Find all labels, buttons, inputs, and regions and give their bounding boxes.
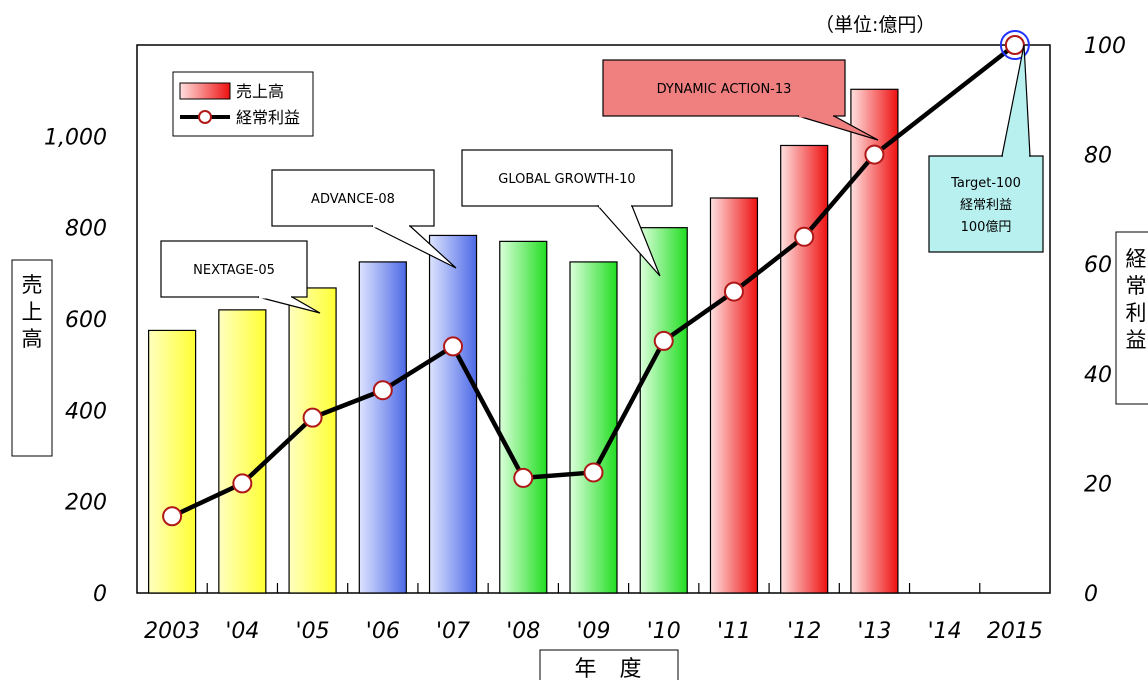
line-point-5 [513, 467, 534, 488]
x-tick-label: '07 [436, 619, 470, 644]
x-tick-label: '13 [857, 619, 891, 644]
y2-axis-title: 経常利益 [1115, 231, 1148, 405]
callout-text: ADVANCE-08 [311, 192, 395, 207]
x-tick-label: 2003 [144, 619, 200, 644]
y-tick-label: 600 [65, 308, 107, 333]
legend-line-marker [198, 110, 212, 124]
line-point-2 [302, 407, 323, 428]
y2-tick-label: 60 [1084, 253, 1112, 278]
y-tick-label: 1,000 [44, 125, 107, 150]
bar-0 [148, 329, 197, 594]
bar-2 [288, 287, 337, 594]
bar-1 [218, 309, 267, 594]
callout-advance: ADVANCE-08 [271, 169, 457, 269]
line-series-path [171, 43, 1017, 519]
callout-target: Target-100 経常利益 100億円 [928, 44, 1044, 253]
legend-line-label: 経常利益 [236, 108, 300, 127]
callout-nextage: NEXTAGE-05 [160, 240, 321, 314]
bar-8 [709, 197, 759, 594]
line-point-7 [653, 330, 674, 351]
bar-5 [499, 240, 548, 594]
x-axis-title: 年 度 [539, 649, 679, 680]
line-point-0 [162, 506, 183, 527]
y-tick-label: 0 [93, 582, 107, 607]
x-tick-label: '14 [928, 619, 962, 644]
x-tick-label: 2015 [987, 619, 1043, 644]
legend: 売上高 経常利益 [172, 71, 314, 137]
line-point-10 [864, 144, 885, 165]
line-point-12 [1004, 35, 1025, 55]
x-tick-label: '04 [225, 619, 259, 644]
line-point-1 [232, 473, 253, 494]
x-tick-label: '08 [506, 619, 540, 644]
x-tick-label: '09 [576, 619, 610, 644]
x-tick-label: '11 [717, 619, 751, 644]
y2-tick-label: 20 [1084, 472, 1112, 497]
callout-text: 経常利益 [960, 198, 1012, 213]
y2-tick-label: 100 [1084, 34, 1126, 59]
x-tick-label: '06 [366, 619, 400, 644]
callout-global: GLOBAL GROWTH-10 [461, 149, 673, 277]
svg-text:売上高: 売上高 [22, 273, 43, 351]
legend-bar-swatch [179, 82, 231, 100]
line-point-3 [372, 380, 393, 401]
bar-7 [639, 227, 688, 594]
y2-tick-label: 80 [1084, 144, 1112, 169]
callout-dynamic: DYNAMIC ACTION-13 [602, 59, 879, 141]
bar-6 [569, 261, 618, 594]
x-tick-label: '05 [296, 619, 330, 644]
y-axis-title: 売上高 [11, 259, 53, 457]
line-point-4 [443, 336, 464, 357]
target-marker-ring [999, 30, 1030, 60]
callout-text: Target-100 [950, 176, 1021, 191]
x-tick-label: '12 [787, 619, 821, 644]
callout-text: 100億円 [961, 219, 1012, 235]
legend-bar-label: 売上高 [236, 82, 284, 101]
y-tick-label: 200 [65, 491, 107, 516]
callout-text: DYNAMIC ACTION-13 [657, 82, 792, 97]
callout-text: GLOBAL GROWTH-10 [498, 172, 635, 187]
unit-note: （単位:億円） [815, 14, 935, 36]
bar-4 [428, 234, 478, 594]
callout-text: NEXTAGE-05 [193, 263, 275, 278]
x-tick-label: '10 [647, 619, 681, 644]
line-point-9 [794, 226, 815, 247]
bar-9 [780, 144, 829, 594]
y-tick-label: 800 [65, 217, 107, 242]
bar-3 [358, 261, 407, 594]
svg-text:年 度: 年 度 [575, 657, 650, 680]
y2-tick-label: 0 [1084, 582, 1098, 607]
y2-tick-label: 40 [1084, 363, 1112, 388]
svg-text:経常利益: 経常利益 [1126, 247, 1147, 352]
line-point-8 [723, 281, 744, 302]
y-tick-label: 400 [65, 399, 107, 424]
line-point-6 [583, 462, 604, 483]
bar-10 [850, 88, 899, 594]
